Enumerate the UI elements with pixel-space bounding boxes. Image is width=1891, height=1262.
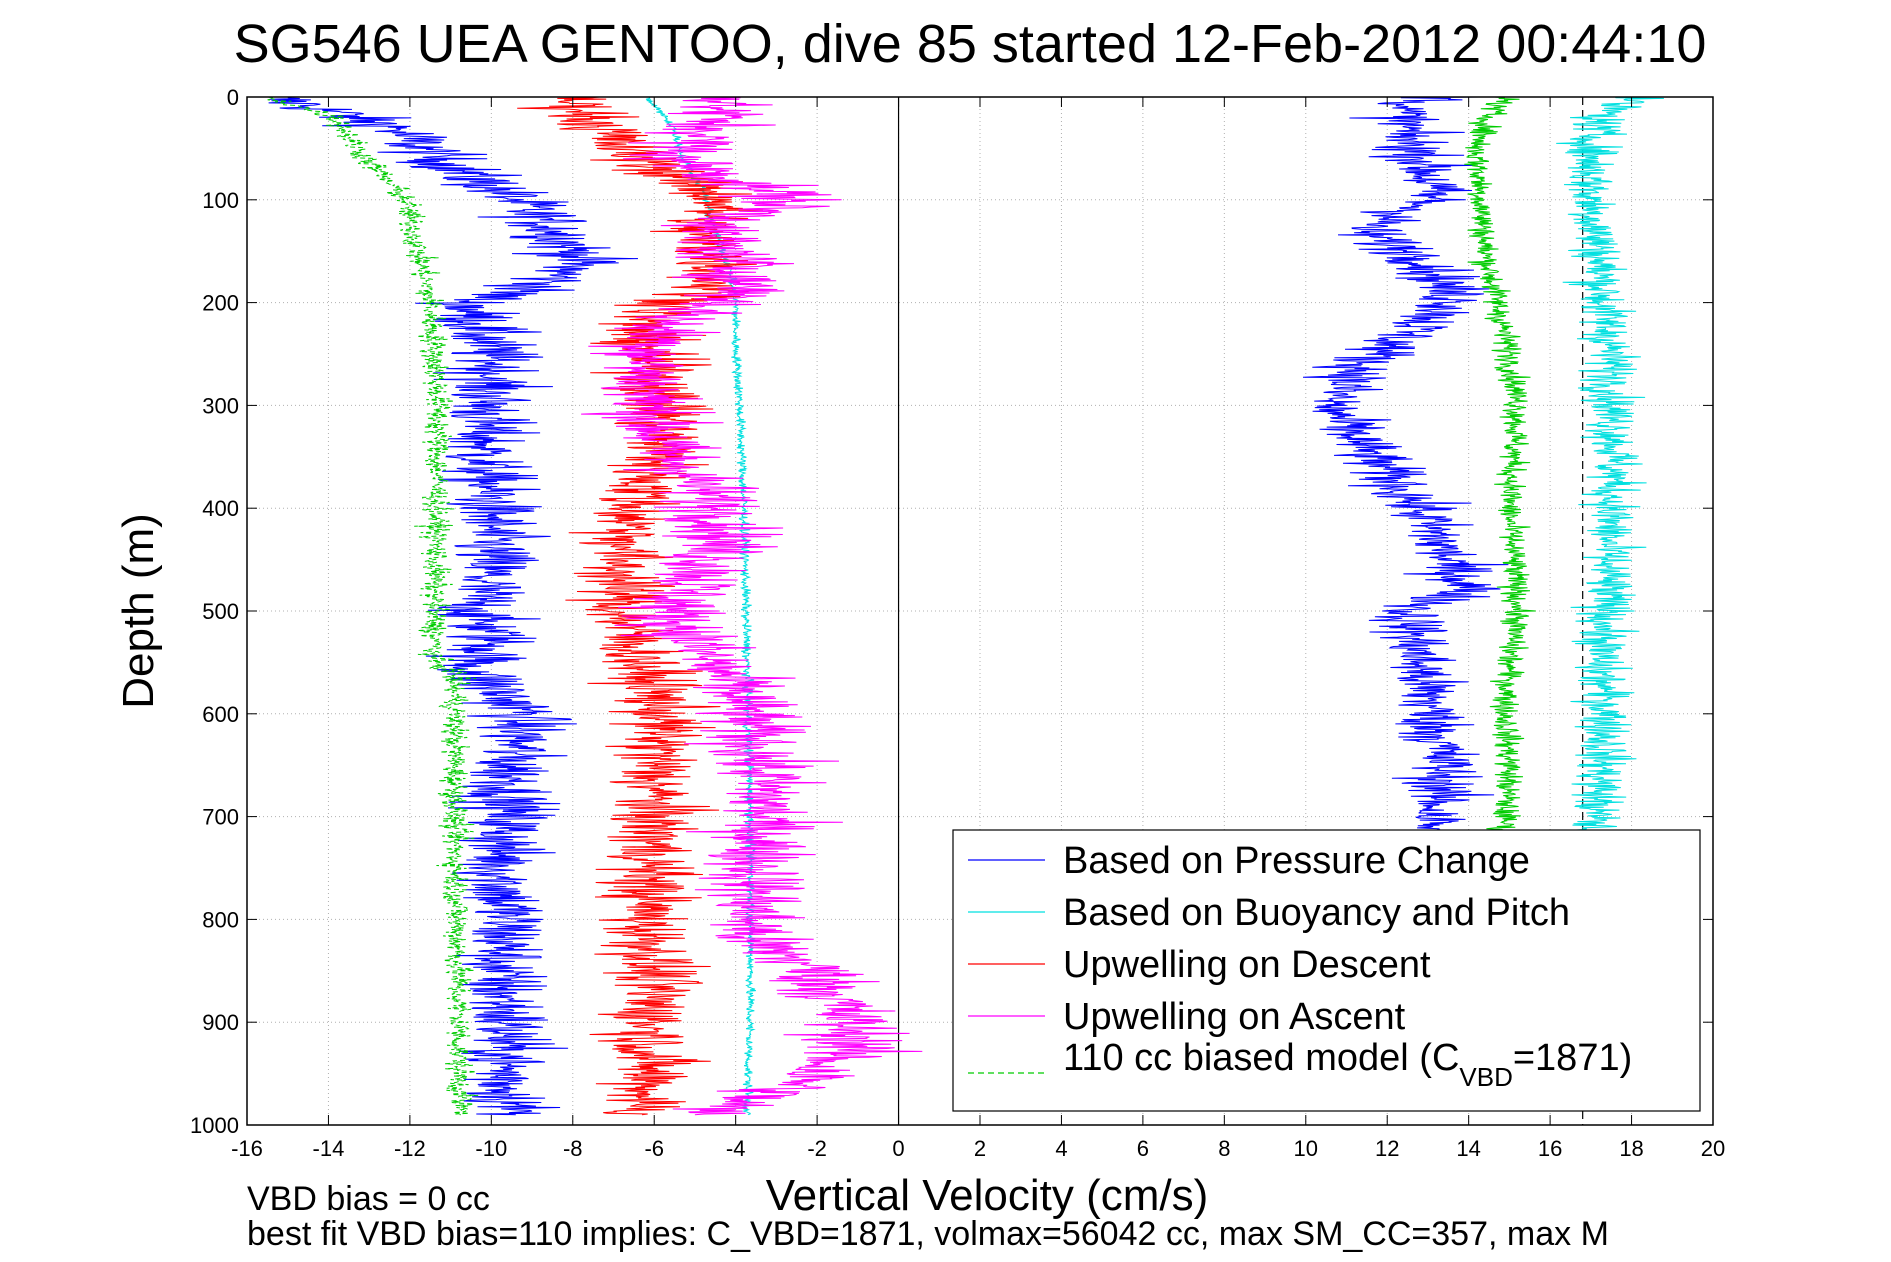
y-tick-label: 200 <box>202 291 239 316</box>
x-tick-label: 14 <box>1456 1136 1480 1161</box>
y-tick-label: 1000 <box>190 1113 239 1138</box>
y-tick-label: 800 <box>202 907 239 932</box>
legend-label-ascent: Upwelling on Ascent <box>1063 996 1406 1038</box>
x-tick-label: -2 <box>807 1136 827 1161</box>
legend-label-buoyancy: Based on Buoyancy and Pitch <box>1063 892 1570 934</box>
x-tick-label: 18 <box>1619 1136 1643 1161</box>
y-axis-label: Depth (m) <box>114 513 163 709</box>
legend-label-pressure: Based on Pressure Change <box>1063 840 1530 882</box>
legend-label-model-sub: VBD <box>1459 1062 1512 1092</box>
series-line <box>517 96 764 1116</box>
y-tick-label: 400 <box>202 496 239 521</box>
x-tick-label: -10 <box>475 1136 507 1161</box>
y-tick-label: 100 <box>202 188 239 213</box>
x-tick-label: -12 <box>394 1136 426 1161</box>
data-series <box>267 96 1664 1125</box>
legend-label-model-suffix: =1871) <box>1513 1037 1632 1079</box>
legend: Based on Pressure Change Based on Buoyan… <box>952 829 1701 1112</box>
series-line <box>581 96 923 1116</box>
legend-box <box>952 829 1701 1112</box>
best-fit-note: best fit VBD bias=110 implies: C_VBD=187… <box>247 1215 1609 1253</box>
x-tick-label: 8 <box>1218 1136 1230 1161</box>
y-tick-label: 500 <box>202 599 239 624</box>
x-tick-label: 0 <box>892 1136 904 1161</box>
series-line <box>1302 96 1509 838</box>
legend-label-model: 110 cc biased model (CVBD=1871) <box>1063 1037 1632 1092</box>
x-tick-label: 16 <box>1538 1136 1562 1161</box>
x-tick-label: 6 <box>1137 1136 1149 1161</box>
y-tick-label: 300 <box>202 393 239 418</box>
y-tick-label: 900 <box>202 1010 239 1035</box>
series-line <box>1464 96 1536 838</box>
x-tick-label: -16 <box>231 1136 263 1161</box>
x-tick-label: 4 <box>1055 1136 1067 1161</box>
x-tick-label: -8 <box>563 1136 583 1161</box>
legend-label-model-main: 110 cc biased model (C <box>1063 1037 1459 1079</box>
x-tick-label: -6 <box>644 1136 664 1161</box>
x-tick-label: 12 <box>1375 1136 1399 1161</box>
x-axis-label: Vertical Velocity (cm/s) <box>766 1171 1209 1220</box>
x-tick-label: -4 <box>726 1136 746 1161</box>
x-tick-label: -14 <box>313 1136 345 1161</box>
series-line <box>267 96 479 1116</box>
series-line <box>1556 96 1664 838</box>
axis-ticks: -16 -14 -12 -10 -8 -6 -4 -2 0 2 4 6 8 10 12 14 16 18 20010… <box>190 85 1725 1161</box>
y-tick-label: 0 <box>227 85 239 110</box>
x-tick-label: 2 <box>974 1136 986 1161</box>
chart-title: SG546 UEA GENTOO, dive 85 started 12-Feb… <box>234 14 1707 74</box>
x-tick-label: 20 <box>1701 1136 1725 1161</box>
legend-label-descent: Upwelling on Descent <box>1063 944 1431 986</box>
series-line <box>268 96 639 1116</box>
y-tick-label: 600 <box>202 702 239 727</box>
y-tick-label: 700 <box>202 805 239 830</box>
vbd-bias-note: VBD bias = 0 cc <box>247 1180 490 1218</box>
x-tick-label: 10 <box>1294 1136 1318 1161</box>
